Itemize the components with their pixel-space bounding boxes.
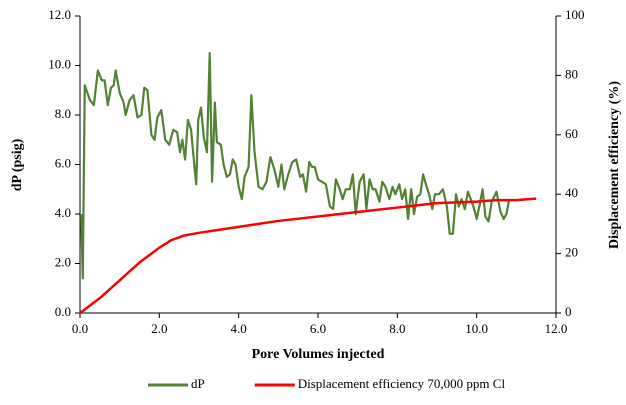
legend-label: Displacement efficiency 70,000 ppm Cl (298, 376, 506, 391)
y-tick-label: 0.0 (55, 304, 71, 319)
series-line (80, 52, 511, 280)
x-tick-label: 6.0 (310, 321, 326, 336)
series-line (79, 197, 537, 315)
x-tick-label: 2.0 (151, 321, 167, 336)
y-tick-label: 8.0 (55, 106, 71, 121)
x-tick-label: 4.0 (231, 321, 247, 336)
y-tick-label: 6.0 (55, 155, 71, 170)
x-tick-label: 8.0 (389, 321, 405, 336)
y-tick-label: 10.0 (48, 56, 71, 71)
x-tick-label: 0.0 (72, 321, 88, 336)
y-tick-label: 2.0 (55, 254, 71, 269)
y2-tick-label: 20 (565, 245, 578, 260)
x-tick-label: 12.0 (545, 321, 568, 336)
x-tick-label: 10.0 (465, 321, 488, 336)
legend-label: dP (191, 376, 205, 391)
y2-axis-label: Displacement efficiency (%) (607, 81, 622, 249)
y2-tick-label: 80 (565, 66, 578, 81)
y-axis-label: dP (psig) (10, 138, 25, 191)
y-tick-label: 12.0 (48, 7, 71, 22)
y2-tick-label: 40 (565, 185, 578, 200)
y2-tick-label: 60 (565, 126, 578, 141)
y2-tick-label: 0 (565, 304, 572, 319)
x-axis-label: Pore Volumes injected (252, 347, 385, 362)
y-tick-label: 4.0 (55, 205, 71, 220)
y2-tick-label: 100 (565, 7, 585, 22)
